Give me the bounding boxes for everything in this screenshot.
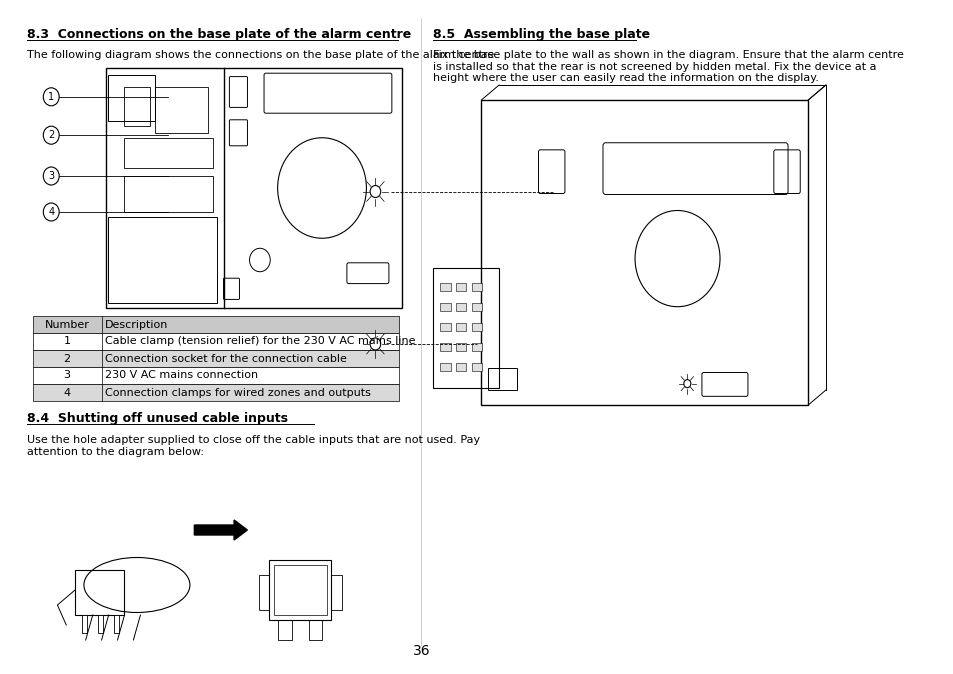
Bar — [154, 86, 208, 133]
Text: 3: 3 — [48, 171, 54, 181]
FancyArrow shape — [194, 520, 247, 540]
Bar — [32, 384, 399, 401]
Bar — [456, 283, 466, 290]
Bar — [32, 367, 399, 384]
Bar — [75, 570, 124, 615]
Bar — [481, 100, 807, 405]
Bar — [439, 323, 450, 331]
Bar — [456, 343, 466, 350]
Bar — [108, 75, 155, 121]
Bar — [439, 283, 450, 290]
Text: 36: 36 — [412, 644, 430, 658]
Bar — [471, 363, 482, 371]
Bar — [124, 177, 213, 212]
Text: Description: Description — [105, 319, 169, 330]
Text: Cable clamp (tension relief) for the 230 V AC mains line: Cable clamp (tension relief) for the 230… — [105, 336, 416, 346]
Bar — [258, 575, 269, 610]
Text: Use the hole adapter supplied to close off the cable inputs that are not used. P: Use the hole adapter supplied to close o… — [27, 435, 479, 456]
Bar — [278, 620, 292, 640]
Text: Fix the base plate to the wall as shown in the diagram. Ensure that the alarm ce: Fix the base plate to the wall as shown … — [433, 50, 902, 83]
Text: 4: 4 — [48, 207, 54, 217]
Bar — [471, 303, 482, 311]
Bar — [331, 575, 341, 610]
Text: 2: 2 — [64, 353, 71, 363]
Bar — [471, 323, 482, 331]
Circle shape — [370, 185, 380, 197]
Bar — [456, 363, 466, 371]
Bar — [456, 323, 466, 331]
Text: 3: 3 — [64, 371, 71, 381]
Bar — [439, 343, 450, 350]
Bar — [456, 303, 466, 311]
Bar — [471, 343, 482, 350]
Text: Connection clamps for wired zones and outputs: Connection clamps for wired zones and ou… — [105, 388, 371, 398]
Circle shape — [370, 338, 380, 350]
Bar — [32, 316, 399, 333]
Bar — [309, 620, 322, 640]
Bar — [471, 283, 482, 290]
Text: 1: 1 — [64, 336, 71, 346]
Bar — [269, 560, 331, 620]
Bar — [106, 68, 401, 308]
Bar — [32, 333, 399, 350]
Bar — [439, 363, 450, 371]
Text: 8.3  Connections on the base plate of the alarm centre: 8.3 Connections on the base plate of the… — [27, 28, 411, 41]
Text: Number: Number — [45, 319, 90, 330]
Text: Connection socket for the connection cable: Connection socket for the connection cab… — [105, 353, 347, 363]
Bar — [98, 615, 103, 633]
Text: The following diagram shows the connections on the base plate of the alarm centr: The following diagram shows the connecti… — [27, 50, 497, 60]
Bar — [113, 615, 119, 633]
Bar — [108, 217, 217, 303]
Bar — [124, 86, 151, 126]
Text: 4: 4 — [64, 388, 71, 398]
Bar — [274, 565, 327, 615]
Circle shape — [683, 379, 690, 388]
Bar — [82, 615, 88, 633]
Text: 230 V AC mains connection: 230 V AC mains connection — [105, 371, 258, 381]
Text: 8.4  Shutting off unused cable inputs: 8.4 Shutting off unused cable inputs — [27, 412, 287, 425]
Bar — [439, 303, 450, 311]
Bar — [32, 350, 399, 367]
Bar — [487, 369, 517, 390]
Bar — [433, 268, 498, 388]
Text: 2: 2 — [48, 130, 54, 140]
Bar — [124, 138, 213, 168]
Text: 8.5  Assembling the base plate: 8.5 Assembling the base plate — [433, 28, 649, 41]
Text: 1: 1 — [48, 92, 54, 102]
